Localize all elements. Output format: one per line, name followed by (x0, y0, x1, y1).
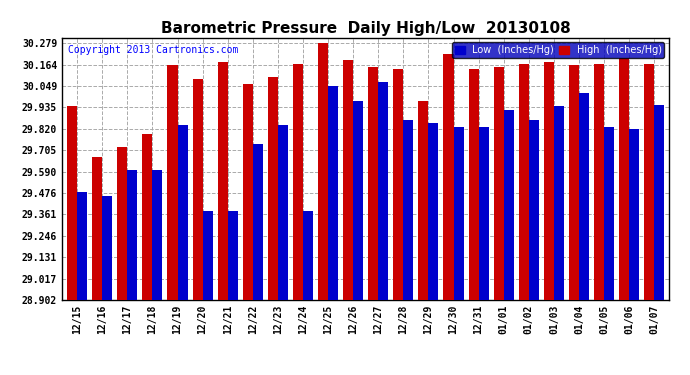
Bar (343, 60, 353, 300)
Bar (604, 127, 614, 300)
Bar (529, 120, 539, 300)
Bar (554, 106, 564, 300)
Bar (654, 105, 664, 300)
Bar (378, 82, 388, 300)
Bar (177, 125, 188, 300)
Bar (168, 66, 177, 300)
Bar (569, 66, 579, 300)
Bar (404, 120, 413, 300)
Bar (479, 127, 489, 300)
Bar (353, 101, 363, 300)
Bar (268, 76, 278, 300)
Bar (519, 64, 529, 300)
Bar (102, 196, 112, 300)
Bar (504, 110, 514, 300)
Bar (594, 64, 604, 300)
Bar (253, 144, 263, 300)
Bar (368, 68, 378, 300)
Bar (117, 147, 128, 300)
Bar (418, 101, 428, 300)
Bar (243, 84, 253, 300)
Bar (77, 192, 87, 300)
Bar (92, 157, 102, 300)
Bar (544, 62, 554, 300)
Bar (128, 170, 137, 300)
Bar (629, 129, 639, 300)
Bar (278, 125, 288, 300)
Bar (579, 93, 589, 300)
Bar (193, 78, 203, 300)
Bar (644, 64, 654, 300)
Title: Barometric Pressure  Daily High/Low  20130108: Barometric Pressure Daily High/Low 20130… (161, 21, 571, 36)
Bar (203, 211, 213, 300)
Bar (493, 68, 504, 300)
Bar (228, 211, 238, 300)
Text: Copyright 2013 Cartronics.com: Copyright 2013 Cartronics.com (68, 45, 239, 56)
Bar (393, 69, 404, 300)
Bar (453, 127, 464, 300)
Bar (328, 86, 338, 300)
Bar (428, 123, 438, 300)
Bar (67, 106, 77, 300)
Bar (619, 58, 629, 300)
Bar (152, 170, 162, 300)
Bar (318, 43, 328, 300)
Bar (142, 135, 152, 300)
Bar (293, 64, 303, 300)
Bar (217, 62, 228, 300)
Bar (469, 69, 479, 300)
Legend: Low  (Inches/Hg), High  (Inches/Hg): Low (Inches/Hg), High (Inches/Hg) (452, 42, 664, 58)
Bar (303, 211, 313, 300)
Bar (444, 54, 453, 300)
